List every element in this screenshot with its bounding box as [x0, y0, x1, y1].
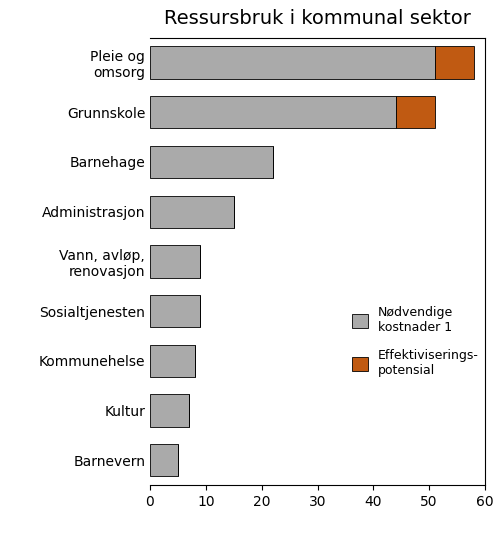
Bar	[150, 295, 200, 327]
Bar	[150, 444, 178, 476]
Bar	[150, 245, 200, 278]
Bar	[150, 46, 435, 79]
Bar	[150, 344, 194, 377]
Bar	[435, 46, 474, 79]
Bar	[150, 146, 273, 178]
Title: Ressursbruk i kommunal sektor: Ressursbruk i kommunal sektor	[164, 9, 471, 28]
Bar	[150, 395, 189, 427]
Legend: Nødvendige
kostnader 1, Effektiviserings-
potensial: Nødvendige kostnader 1, Effektiviserings…	[352, 307, 479, 377]
Bar	[150, 96, 396, 128]
Bar	[150, 196, 234, 228]
Bar	[396, 96, 434, 128]
